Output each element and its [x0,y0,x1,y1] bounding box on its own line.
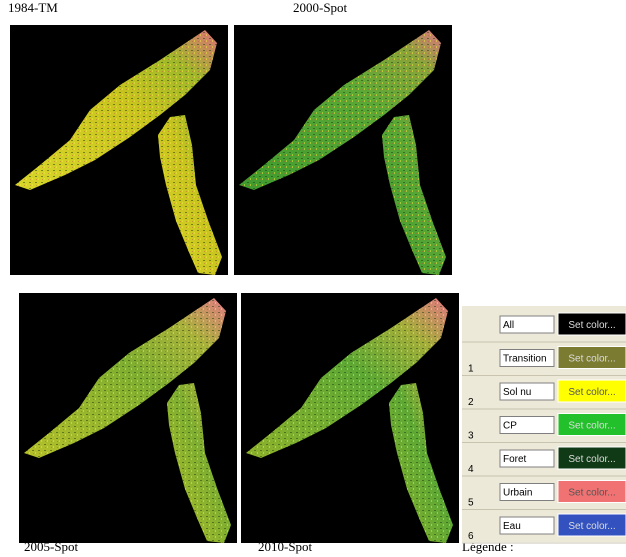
row-number: 1 [468,364,474,375]
image-label: 2005-Spot [24,539,79,554]
button-label[interactable]: Set color... [568,454,615,465]
row-name: CP [503,421,517,432]
satellite-image [19,293,237,543]
row-number: 3 [468,431,474,442]
row-number: 4 [468,464,474,475]
image-label: 1984-TM [8,0,58,15]
button-label[interactable]: Set color... [568,387,615,398]
row-name: Urbain [503,488,532,499]
satellite-image [241,293,459,543]
row-name: Foret [503,454,527,465]
row-number: 2 [468,397,474,408]
button-label[interactable]: Set color... [568,488,615,499]
button-label[interactable]: Set color... [568,421,615,432]
satellite-image [10,25,228,275]
row-name: All [503,320,514,331]
row-name: Transition [503,354,547,365]
satellite-image [234,25,452,275]
row-name: Eau [503,521,521,532]
row-number: 5 [468,498,474,509]
row-name: Sol nu [503,387,531,398]
button-label[interactable]: Set color... [568,320,615,331]
image-label: 2010-Spot [258,539,313,554]
image-label: 2000-Spot [293,0,348,15]
row-number: 6 [468,531,474,542]
button-label[interactable]: Set color... [568,521,615,532]
figure: Légende : AllSet color...1TransitionSet … [0,0,626,557]
button-label[interactable]: Set color... [568,354,615,365]
